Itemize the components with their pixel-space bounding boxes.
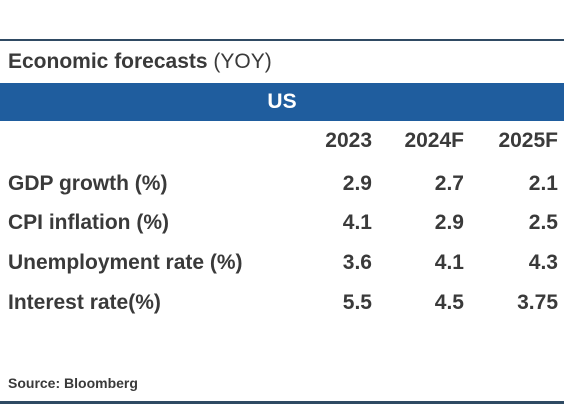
region-banner: US — [0, 83, 564, 121]
bottom-divider — [0, 401, 564, 404]
row-value: 4.3 — [528, 251, 558, 274]
table-row-unemployment-rate: Unemployment rate (%) 3.6 4.1 4.3 — [0, 248, 564, 278]
row-value: 4.5 — [434, 291, 464, 314]
table-row-gdp-growth: GDP growth (%) 2.9 2.7 2.1 — [0, 169, 564, 199]
row-value: 4.1 — [434, 251, 464, 274]
row-label: CPI inflation (%) — [8, 211, 169, 234]
row-value: 2.1 — [528, 172, 558, 195]
year-header-row: 2023 2024F 2025F — [0, 126, 564, 156]
source-note: Source: Bloomberg — [8, 375, 138, 391]
year-header: 2024F — [404, 129, 464, 152]
row-value: 3.6 — [342, 251, 372, 274]
table-row-interest-rate: Interest rate(%) 5.5 4.5 3.75 — [0, 288, 564, 318]
table-row-cpi-inflation: CPI inflation (%) 4.1 2.9 2.5 — [0, 208, 564, 238]
row-label: Unemployment rate (%) — [8, 251, 243, 274]
title-main: Economic forecasts — [8, 50, 208, 73]
row-value: 3.75 — [517, 291, 558, 314]
year-header: 2025F — [498, 129, 558, 152]
row-label: GDP growth (%) — [8, 172, 168, 195]
row-label: Interest rate(%) — [8, 291, 161, 314]
row-value: 2.7 — [434, 172, 464, 195]
row-value: 5.5 — [342, 291, 372, 314]
row-value: 2.9 — [434, 211, 464, 234]
title-suffix: (YOY) — [207, 50, 272, 73]
row-value: 2.9 — [342, 172, 372, 195]
row-value: 2.5 — [528, 211, 558, 234]
year-header: 2023 — [325, 129, 372, 152]
table-title: Economic forecasts (YOY) — [8, 48, 272, 76]
row-value: 4.1 — [342, 211, 372, 234]
top-divider — [0, 39, 564, 41]
